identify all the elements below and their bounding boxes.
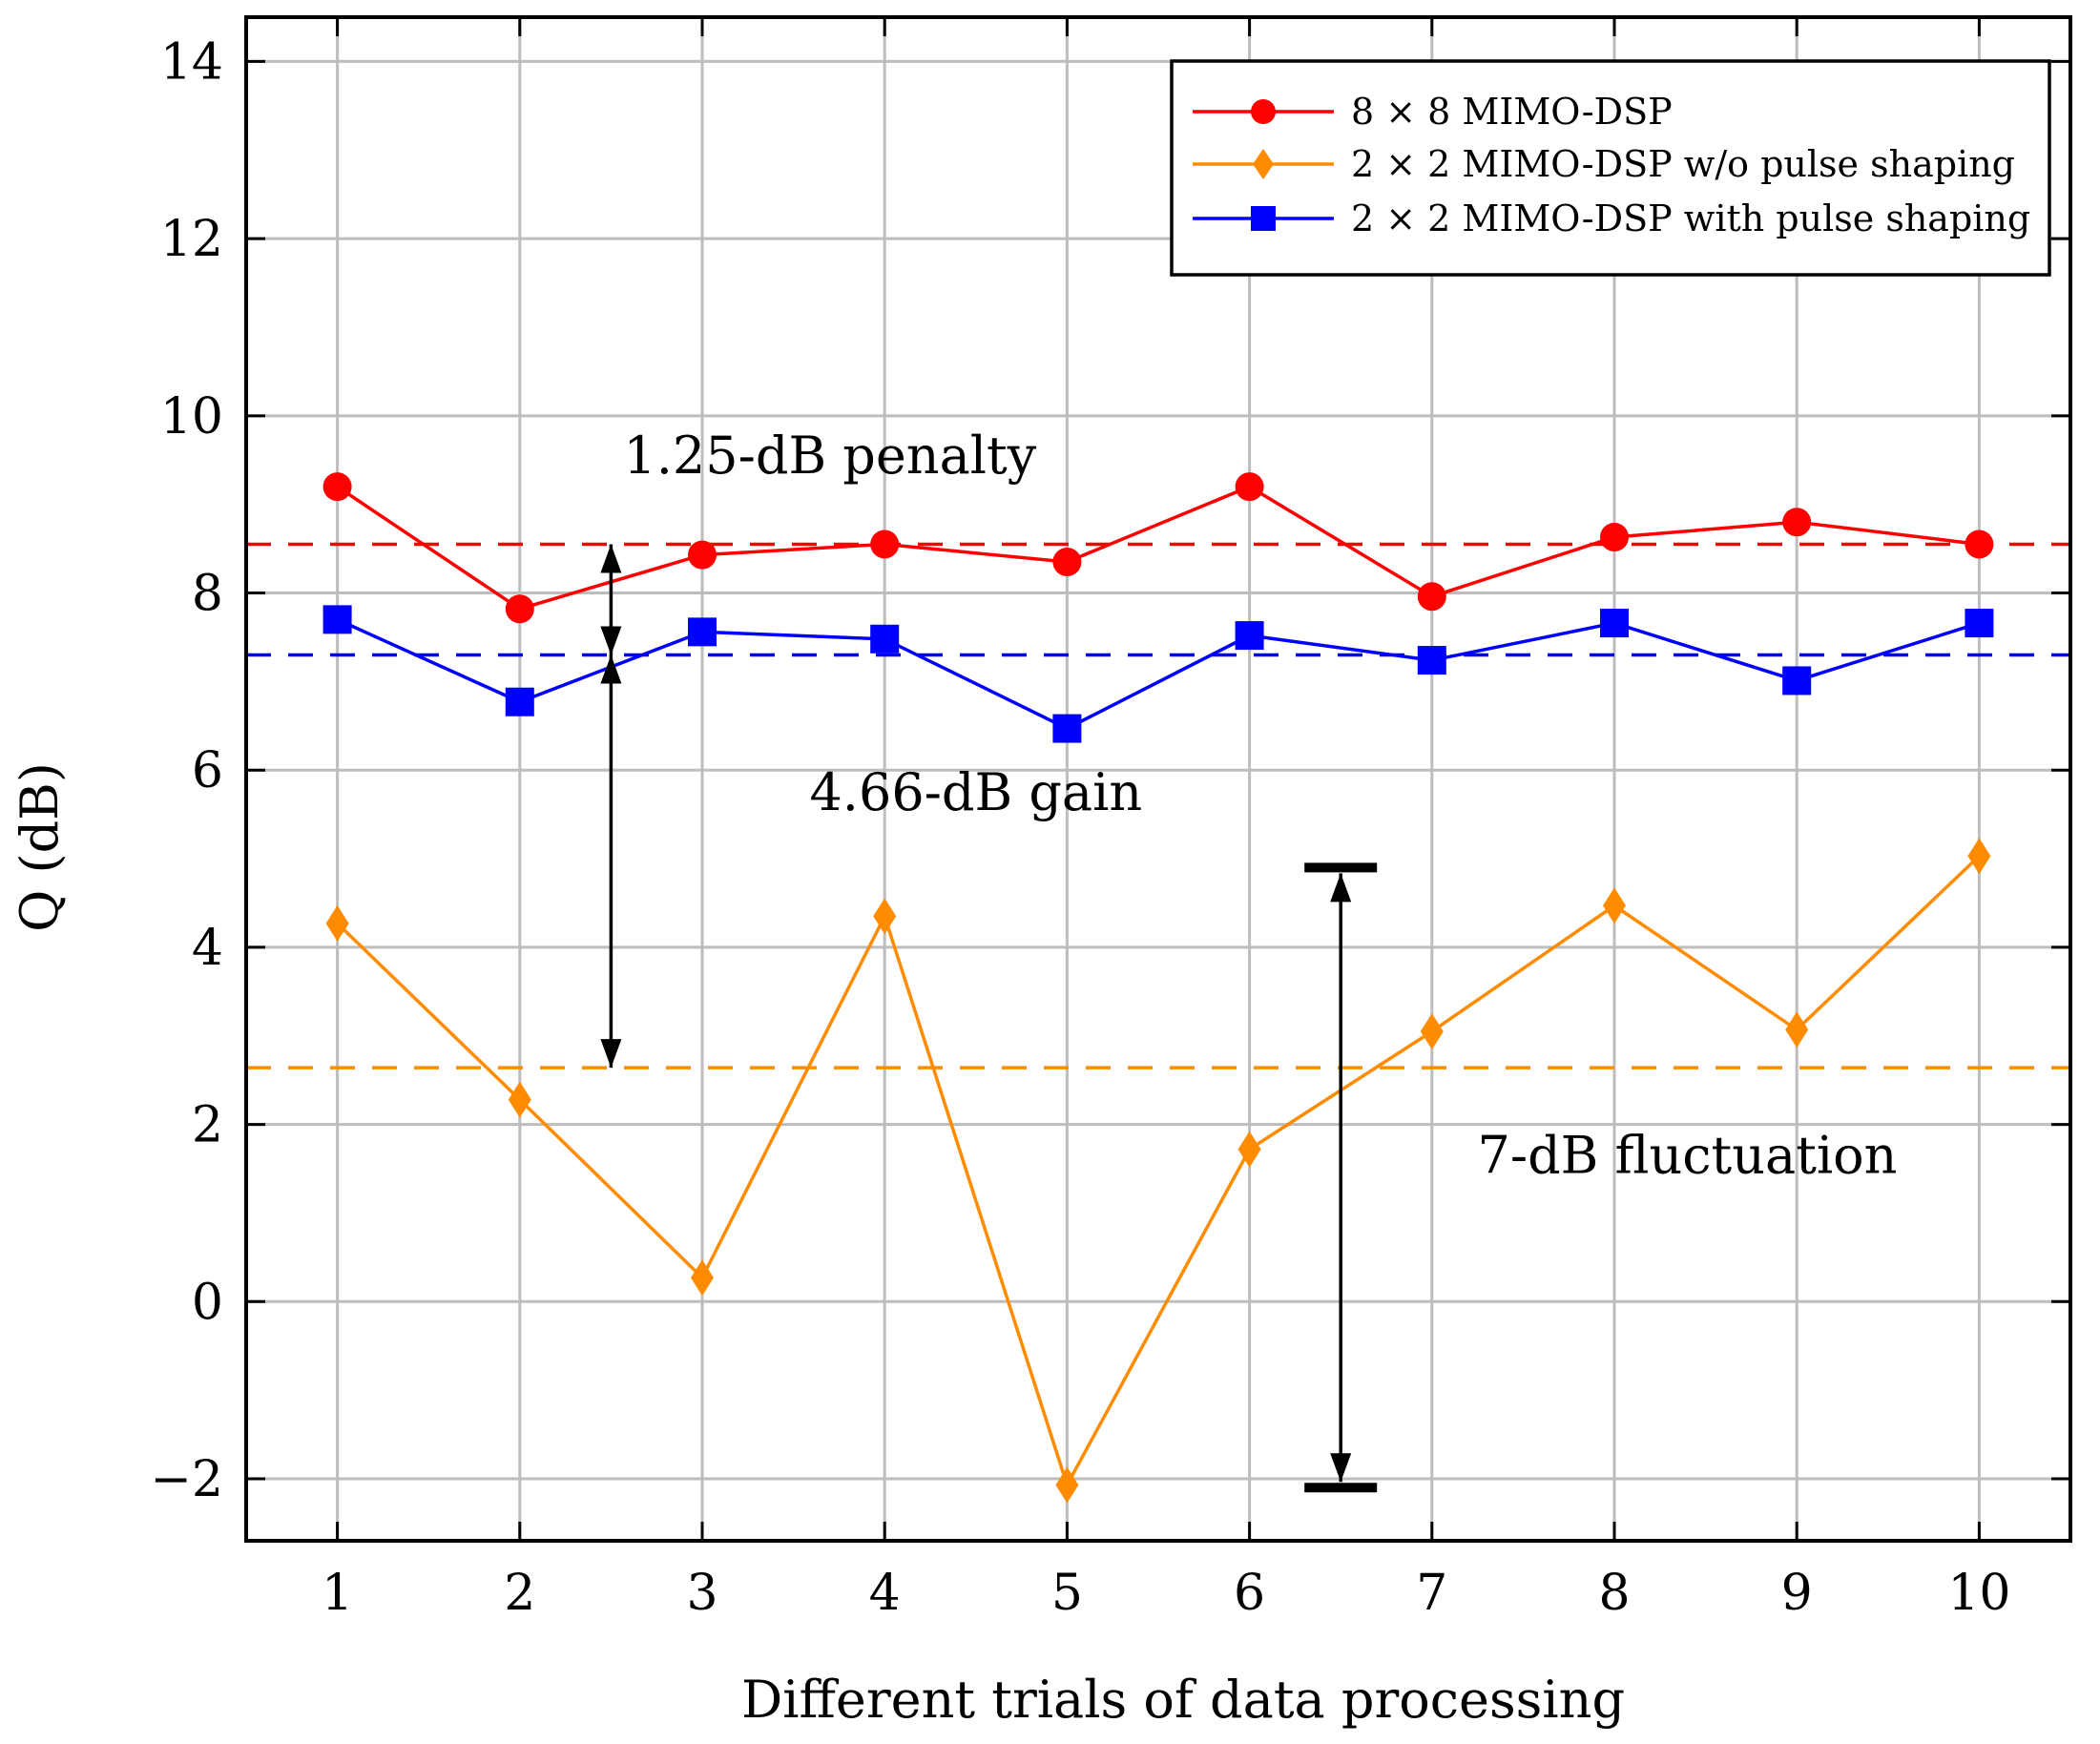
- y-tick-label: 0: [192, 1274, 223, 1331]
- x-tick-label: 4: [869, 1565, 901, 1622]
- data-point-diamond: [1603, 887, 1626, 924]
- legend-marker-square: [1251, 206, 1276, 231]
- data-point-circle: [1052, 548, 1082, 577]
- data-point-square: [870, 624, 900, 654]
- data-point-circle: [1600, 523, 1629, 552]
- data-point-square: [1052, 714, 1082, 743]
- data-point-circle: [505, 594, 534, 624]
- data-point-circle: [1782, 508, 1812, 537]
- legend-label-2x2-shaping: 2 × 2 MIMO-DSP with pulse shaping: [1351, 197, 2030, 239]
- data-point-diamond: [508, 1081, 531, 1118]
- x-tick-label: 8: [1598, 1565, 1630, 1622]
- data-point-diamond: [691, 1259, 714, 1297]
- data-point-diamond: [873, 898, 897, 935]
- x-tick-label: 2: [504, 1565, 535, 1622]
- data-point-circle: [1965, 529, 1994, 559]
- legend-label-8x8: 8 × 8 MIMO-DSP: [1351, 91, 1673, 133]
- y-tick-label: −2: [150, 1451, 223, 1508]
- data-point-diamond: [1237, 1131, 1261, 1168]
- annotation-arrows: [600, 544, 1378, 1493]
- arrowhead-up: [1330, 873, 1352, 903]
- data-point-square: [1600, 609, 1629, 638]
- x-axis-title: Different trials of data processing: [741, 1670, 1625, 1730]
- x-tick-label: 9: [1781, 1565, 1813, 1622]
- y-tick-label: 4: [192, 920, 223, 977]
- x-tick-label: 5: [1051, 1565, 1083, 1622]
- legend-entry-8x8: 8 × 8 MIMO-DSP: [1193, 91, 1673, 133]
- annotation-penalty: 1.25-dB penalty: [623, 426, 1036, 486]
- x-tick-label: 6: [1234, 1565, 1265, 1622]
- legend-entry-2x2-no-shaping: 2 × 2 MIMO-DSP w/o pulse shaping: [1193, 143, 2015, 185]
- x-tick-label: 1: [322, 1565, 353, 1622]
- data-point-diamond: [1055, 1466, 1079, 1504]
- data-point-diamond: [1785, 1011, 1809, 1048]
- y-axis-title: Q (dB): [10, 762, 70, 932]
- x-tick-label: 3: [686, 1565, 717, 1622]
- data-point-square: [1965, 609, 1994, 638]
- annotation-gain: 4.66-dB gain: [809, 762, 1142, 822]
- data-point-square: [322, 605, 352, 634]
- legend-marker-circle: [1251, 99, 1276, 124]
- data-point-square: [1782, 666, 1812, 696]
- data-point-circle: [688, 540, 717, 570]
- mean-lines: [246, 542, 2070, 1069]
- y-tick-label: 8: [192, 566, 223, 623]
- data-point-circle: [1417, 582, 1446, 612]
- arrowhead-up: [600, 654, 622, 684]
- y-tick-label: 12: [160, 211, 223, 268]
- data-point-square: [1235, 621, 1264, 651]
- arrowhead-down: [600, 626, 622, 655]
- arrowhead-down: [600, 1039, 622, 1069]
- y-tick-label: 2: [192, 1097, 223, 1154]
- data-point-circle: [322, 472, 352, 502]
- arrowhead-down: [1330, 1453, 1352, 1483]
- x-tick-label: 7: [1416, 1565, 1447, 1622]
- data-point-square: [505, 687, 534, 716]
- series-line-1: [336, 855, 1981, 1489]
- legend-box: [1170, 59, 2051, 277]
- annotation-fluctuation: 7-dB fluctuation: [1477, 1126, 1897, 1186]
- legend-entry-2x2-shaping: 2 × 2 MIMO-DSP with pulse shaping: [1193, 197, 2030, 239]
- data-point-square: [1417, 646, 1446, 675]
- data-point-square: [688, 617, 717, 647]
- data-point-diamond: [325, 904, 349, 942]
- legend-label-2x2-no-shaping: 2 × 2 MIMO-DSP w/o pulse shaping: [1351, 143, 2015, 185]
- data-point-diamond: [1967, 838, 1991, 875]
- y-tick-label: 14: [160, 33, 223, 91]
- legend: 8 × 8 MIMO-DSP 2 × 2 MIMO-DSP w/o pulse …: [1170, 59, 2051, 277]
- y-tick-label: 10: [160, 388, 223, 446]
- y-tick-label: 6: [192, 742, 223, 799]
- data-point-circle: [1235, 472, 1264, 502]
- legend-marker-diamond: [1253, 149, 1274, 179]
- data-point-diamond: [1420, 1013, 1444, 1050]
- plot-frame: [244, 15, 2072, 1543]
- x-tick-label: 10: [1947, 1565, 2010, 1622]
- arrowhead-up: [600, 544, 622, 573]
- data-point-circle: [870, 529, 900, 559]
